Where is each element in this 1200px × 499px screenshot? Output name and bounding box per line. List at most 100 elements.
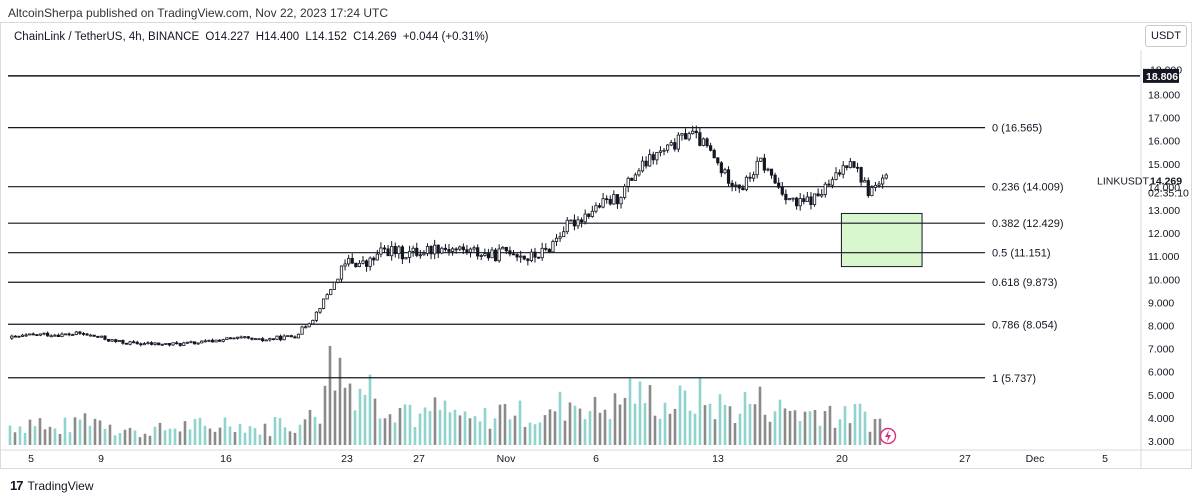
- currency-button[interactable]: USDT: [1145, 25, 1187, 47]
- candle-body: [418, 254, 422, 257]
- volume-bar: [503, 404, 507, 445]
- candle-body: [658, 150, 663, 153]
- volume-bar: [63, 417, 67, 445]
- candle-body: [565, 219, 569, 233]
- volume-bar: [663, 402, 667, 445]
- candle-body: [404, 256, 408, 260]
- resistance-price-label: 18.806: [1146, 71, 1178, 83]
- candle-body: [777, 182, 781, 188]
- countdown-label: 02:35:10: [1148, 188, 1189, 200]
- volume-bar: [483, 408, 487, 445]
- candle-body: [271, 338, 276, 341]
- candle-body: [250, 337, 254, 340]
- candle-body: [737, 184, 741, 189]
- y-tick-label: 7.000: [1148, 344, 1174, 356]
- candle-body: [81, 333, 86, 335]
- volume-bar: [513, 415, 517, 445]
- chart-svg[interactable]: 3.000 4.000 5.000 6.000 7.000 8.000 9.000 10.00…: [0, 0, 1200, 470]
- candle-body: [63, 333, 68, 336]
- volume-bar: [698, 378, 702, 445]
- candle-body: [354, 262, 358, 267]
- candle-body: [182, 342, 186, 346]
- volume-bar: [603, 409, 607, 445]
- candle-body: [110, 339, 114, 342]
- low-value: L14.152: [305, 31, 347, 43]
- candle-body: [816, 193, 820, 197]
- volume-bar: [103, 428, 107, 445]
- x-tick-label: 13: [712, 453, 724, 465]
- candle-body: [752, 174, 756, 179]
- volume-bar: [348, 383, 352, 445]
- volume-bar: [588, 411, 592, 445]
- volume-bar: [618, 404, 622, 445]
- candle-body: [615, 194, 620, 205]
- volume-bar: [418, 413, 422, 445]
- volume-bar: [238, 423, 242, 445]
- candle-body: [257, 338, 261, 341]
- candle-body: [515, 254, 519, 258]
- candle-body: [597, 205, 602, 208]
- volume-bar: [273, 417, 277, 445]
- volume-bar: [113, 435, 117, 445]
- candle-body: [734, 184, 738, 187]
- candle-body: [450, 248, 455, 252]
- volume-bar: [298, 424, 302, 445]
- candle-body: [132, 341, 136, 344]
- candle-body: [46, 332, 50, 337]
- candle-body: [20, 334, 25, 337]
- candle-body: [759, 157, 763, 162]
- candle-body: [605, 198, 609, 201]
- candle-body: [347, 257, 351, 265]
- volume-bar: [868, 431, 872, 445]
- candle-body: [293, 336, 297, 339]
- volume-bar: [808, 411, 812, 445]
- candle-body: [121, 339, 125, 344]
- candle-body: [866, 180, 870, 197]
- candle-body: [332, 281, 336, 290]
- publisher-line: AltcoinSherpa published on TradingView.c…: [8, 6, 389, 20]
- candle-body: [472, 247, 476, 250]
- candle-body: [433, 244, 437, 255]
- candle-body: [454, 248, 458, 251]
- volume-bar: [323, 385, 327, 445]
- volume-bar: [408, 404, 412, 445]
- candle-body: [78, 331, 82, 334]
- volume-bar: [43, 429, 47, 445]
- candle-body: [282, 335, 286, 341]
- candle-body: [572, 219, 577, 227]
- candle-body: [361, 260, 365, 264]
- candle-body: [834, 172, 838, 180]
- volume-bar: [518, 400, 522, 445]
- volume-bar: [443, 400, 447, 445]
- volume-bar: [423, 407, 427, 445]
- candle-body: [411, 247, 415, 252]
- candle-body: [623, 186, 627, 198]
- volume-bar: [723, 404, 727, 445]
- volume-bar: [493, 418, 497, 445]
- candle-body: [870, 187, 874, 197]
- volume-bar: [318, 423, 322, 445]
- volume-bar: [373, 398, 377, 445]
- candle-body: [468, 248, 473, 253]
- candle-body: [42, 332, 46, 335]
- candle-body: [504, 246, 508, 252]
- current-symbol-label: LINKUSDT: [1097, 176, 1150, 188]
- candle-body: [67, 333, 71, 336]
- candle-body: [458, 246, 462, 250]
- candle-body: [637, 170, 641, 176]
- candle-body: [461, 246, 465, 251]
- volume-bar: [843, 406, 847, 445]
- volume-bar: [478, 421, 482, 445]
- volume-bar: [598, 412, 602, 445]
- volume-bar: [213, 431, 217, 445]
- volume-bar: [58, 433, 62, 445]
- candle-body: [85, 333, 89, 336]
- candle-body: [17, 335, 21, 338]
- volume-bar: [833, 427, 837, 445]
- candle-body: [243, 336, 247, 339]
- volume-bar: [668, 413, 672, 445]
- candle-body: [339, 265, 344, 280]
- candle-body: [92, 334, 96, 337]
- candle-body: [336, 278, 340, 283]
- volume-bar: [118, 433, 122, 445]
